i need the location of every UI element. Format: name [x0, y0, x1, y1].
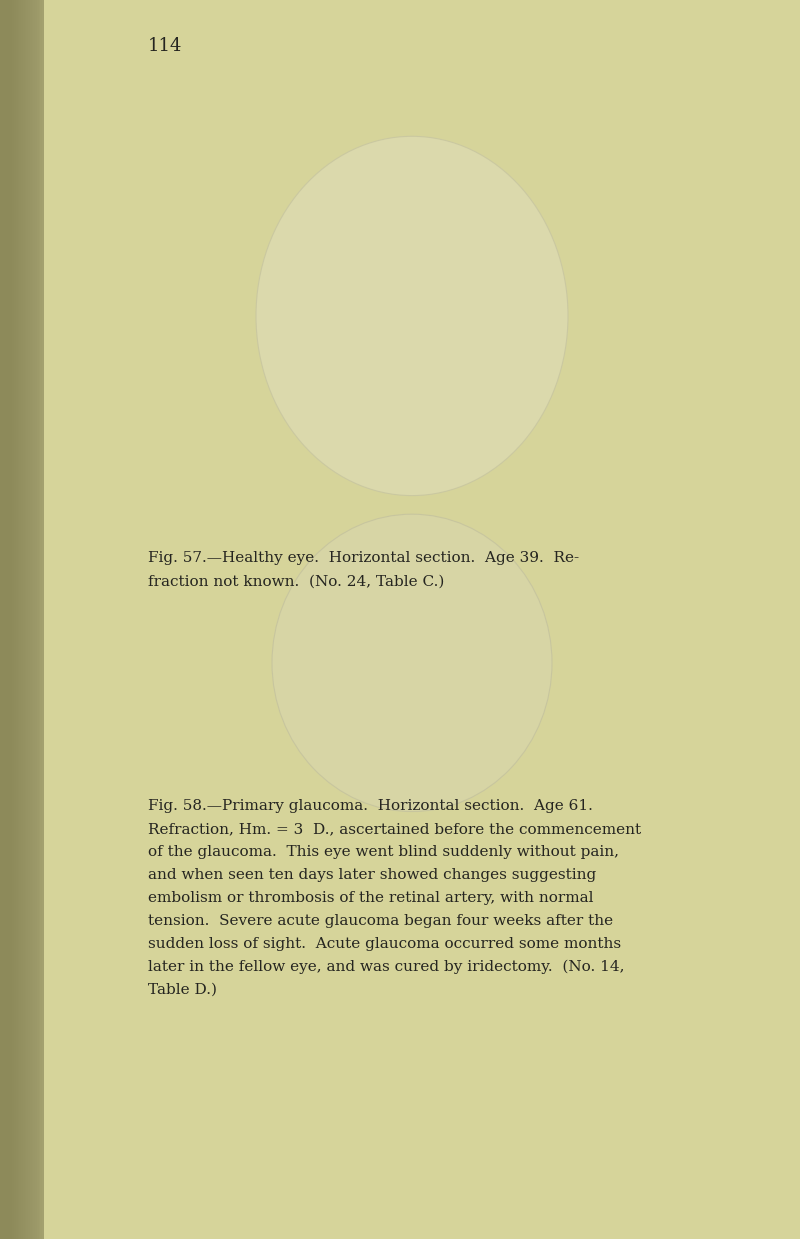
Text: 114: 114	[148, 37, 182, 56]
Bar	[0, 0, 12, 1239]
Bar	[0, 0, 23, 1239]
Text: fraction not known.  (No. 24, Table C.): fraction not known. (No. 24, Table C.)	[148, 575, 444, 589]
Bar	[0, 0, 16, 1239]
Bar	[0, 0, 41, 1239]
Bar	[0, 0, 14, 1239]
Text: Table D.): Table D.)	[148, 983, 217, 996]
Bar	[0, 0, 34, 1239]
Text: later in the fellow eye, and was cured by iridectomy.  (No. 14,: later in the fellow eye, and was cured b…	[148, 960, 625, 974]
Text: Refraction, Hm. = 3  D., ascertained before the commencement: Refraction, Hm. = 3 D., ascertained befo…	[148, 823, 641, 836]
Ellipse shape	[256, 136, 568, 496]
Bar	[0, 0, 26, 1239]
Text: of the glaucoma.  This eye went blind suddenly without pain,: of the glaucoma. This eye went blind sud…	[148, 845, 619, 859]
Bar	[0, 0, 44, 1239]
Bar	[0, 0, 37, 1239]
Text: embolism or thrombosis of the retinal artery, with normal: embolism or thrombosis of the retinal ar…	[148, 891, 594, 904]
Bar	[0, 0, 25, 1239]
Text: Fig. 58.—Primary glaucoma.  Horizontal section.  Age 61.: Fig. 58.—Primary glaucoma. Horizontal se…	[148, 799, 593, 813]
Text: and when seen ten days later showed changes suggesting: and when seen ten days later showed chan…	[148, 869, 596, 882]
Text: Fig. 57.—Healthy eye.  Horizontal section.  Age 39.  Re-: Fig. 57.—Healthy eye. Horizontal section…	[148, 551, 579, 565]
Bar	[0, 0, 32, 1239]
Bar	[0, 0, 21, 1239]
Bar	[0, 0, 35, 1239]
Text: tension.  Severe acute glaucoma began four weeks after the: tension. Severe acute glaucoma began fou…	[148, 914, 613, 928]
Bar	[0, 0, 28, 1239]
Bar	[0, 0, 19, 1239]
Bar	[0, 0, 10, 1239]
Bar	[0, 0, 42, 1239]
Text: sudden loss of sight.  Acute glaucoma occurred some months: sudden loss of sight. Acute glaucoma occ…	[148, 937, 621, 950]
Ellipse shape	[272, 514, 552, 812]
Bar	[0, 0, 44, 1239]
Bar	[0, 0, 30, 1239]
Bar	[0, 0, 18, 1239]
Bar	[0, 0, 38, 1239]
